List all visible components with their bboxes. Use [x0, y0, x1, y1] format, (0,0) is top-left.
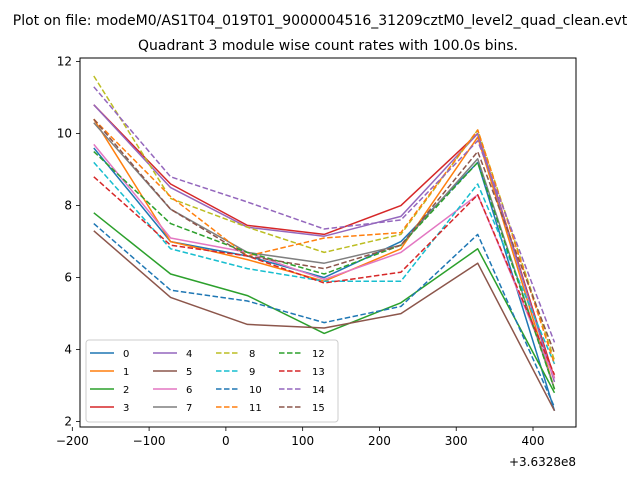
figure-suptitle: Plot on file: modeM0/AS1T04_019T01_90000… — [13, 13, 628, 29]
legend-label-12: 12 — [312, 349, 325, 360]
series-line-14 — [93, 86, 556, 343]
series-lines — [93, 75, 556, 412]
axes-frame — [79, 57, 577, 428]
y-axis: 2 4 6 8 10 12 — [57, 55, 80, 429]
y-tick-label: 6 — [64, 271, 72, 285]
legend-label-3: 3 — [123, 403, 129, 414]
legend-label-1: 1 — [123, 367, 129, 378]
x-tick-label: 100 — [291, 434, 314, 448]
legend-label-13: 13 — [312, 367, 325, 378]
legend-box — [85, 339, 339, 423]
chart-title: Quadrant 3 module wise count rates with … — [138, 38, 518, 54]
x-tick-label: −100 — [133, 434, 166, 448]
x-axis: −200 −100 0 100 200 300 400 — [56, 427, 545, 448]
y-tick-label: 12 — [57, 55, 72, 69]
y-tick-label: 8 — [64, 199, 72, 213]
legend-label-15: 15 — [312, 403, 325, 414]
series-line-13 — [93, 176, 556, 376]
x-offset-label: +3.6328e8 — [509, 455, 576, 469]
x-tick-label: 200 — [368, 434, 391, 448]
y-tick-label: 4 — [64, 343, 72, 357]
x-tick-label: 300 — [445, 434, 468, 448]
legend-label-14: 14 — [312, 385, 325, 396]
series-line-9 — [93, 161, 556, 365]
series-line-4 — [93, 104, 556, 383]
x-tick-label: 0 — [222, 434, 230, 448]
legend-label-6: 6 — [186, 385, 192, 396]
legend-label-0: 0 — [123, 349, 129, 360]
series-line-10 — [93, 223, 556, 408]
series-line-11 — [93, 118, 556, 365]
legend-label-11: 11 — [249, 403, 262, 414]
series-line-5 — [93, 230, 556, 412]
legend-label-4: 4 — [186, 349, 192, 360]
x-tick-label: −200 — [56, 434, 89, 448]
series-line-12 — [93, 151, 556, 390]
legend-label-8: 8 — [249, 349, 255, 360]
legend-label-9: 9 — [249, 367, 255, 378]
legend-label-7: 7 — [186, 403, 192, 414]
y-tick-label: 2 — [64, 415, 72, 429]
y-tick-label: 10 — [57, 127, 72, 141]
legend-label-5: 5 — [186, 367, 192, 378]
legend-label-10: 10 — [249, 385, 262, 396]
x-tick-label: 400 — [522, 434, 545, 448]
series-line-2 — [93, 212, 556, 394]
series-line-7 — [93, 122, 556, 390]
legend-label-2: 2 — [123, 385, 129, 396]
